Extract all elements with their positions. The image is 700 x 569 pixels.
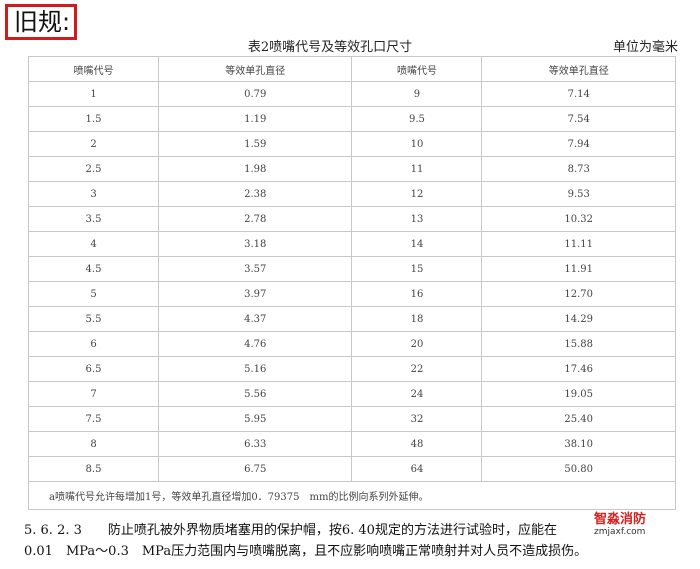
table-cell: 22 bbox=[351, 356, 483, 382]
table-cell: 3.18 bbox=[158, 231, 353, 257]
table-cell: 2.78 bbox=[158, 206, 353, 232]
table-cell: 13 bbox=[351, 206, 483, 232]
table-cell: 6.33 bbox=[158, 431, 353, 457]
table-cell: 3 bbox=[27, 181, 160, 207]
table-cell: 18 bbox=[351, 306, 483, 332]
table-cell: 1.98 bbox=[158, 156, 353, 182]
table-cell: 5 bbox=[27, 281, 160, 307]
table-cell: 5.5 bbox=[27, 306, 160, 332]
table-row: 7 5.56 24 19.05 bbox=[27, 381, 676, 407]
table-cell: 6 bbox=[27, 331, 160, 357]
footnote: a喷嘴代号允许每增加1号，等效单孔直径增加0．79375 mm的比例向系列外延伸… bbox=[28, 481, 676, 510]
table-cell: 7 bbox=[27, 381, 160, 407]
table-row: 1.5 1.19 9.5 7.54 bbox=[27, 106, 676, 132]
table-cell: 1.19 bbox=[158, 106, 353, 132]
table-row: 6.5 5.16 22 17.46 bbox=[27, 356, 676, 382]
table-cell: 25.40 bbox=[481, 406, 676, 432]
table-cell: 10.32 bbox=[481, 206, 676, 232]
table-cell: 17.46 bbox=[481, 356, 676, 382]
unit-note: 单位为毫米 bbox=[612, 40, 678, 55]
table-cell: 12.70 bbox=[481, 281, 676, 307]
label-box: 旧规: bbox=[5, 4, 77, 40]
table-cell: 0.79 bbox=[158, 81, 353, 107]
table-row: 7.5 5.95 32 25.40 bbox=[27, 406, 676, 432]
table-cell: 14 bbox=[351, 231, 483, 257]
table-cell: 7.54 bbox=[481, 106, 676, 132]
table-cell: 3.57 bbox=[158, 256, 353, 282]
table-row: 3.5 2.78 13 10.32 bbox=[27, 206, 676, 232]
table-cell: 9.5 bbox=[351, 106, 483, 132]
nozzle-table: 喷嘴代号 等效单孔直径 喷嘴代号 等效单孔直径 1 0.79 9 7.14 1.5 1.19 9.5… bbox=[27, 56, 676, 510]
table-row: 2.5 1.98 11 8.73 bbox=[27, 156, 676, 182]
table-row: 6 4.76 20 15.88 bbox=[27, 331, 676, 357]
table-cell: 4 bbox=[27, 231, 160, 257]
table-cell: 1.59 bbox=[158, 131, 353, 157]
table-cell: 6.75 bbox=[158, 456, 353, 482]
table-cell: 4.37 bbox=[158, 306, 353, 332]
table-cell: 5.56 bbox=[158, 381, 353, 407]
table-cell: 8.5 bbox=[27, 456, 160, 482]
watermark: 智淼消防 zmjaxf.com bbox=[590, 512, 651, 540]
watermark-site: zmjaxf.com bbox=[594, 527, 646, 537]
table-cell: 6.5 bbox=[27, 356, 160, 382]
table-cell: 5.16 bbox=[158, 356, 353, 382]
table-cell: 1 bbox=[27, 81, 160, 107]
table-cell: 8.73 bbox=[481, 156, 676, 182]
table-row: 8 6.33 48 38.10 bbox=[27, 431, 676, 457]
paragraph-line: 5. 6. 2. 3 防止喷孔被外界物质堵塞用的保护帽，按6. 40规定的方法进… bbox=[24, 523, 557, 538]
table-cell: 7.5 bbox=[27, 406, 160, 432]
table-row: 4 3.18 14 11.11 bbox=[27, 231, 676, 257]
table-cell: 4.5 bbox=[27, 256, 160, 282]
table-cell: 15.88 bbox=[481, 331, 676, 357]
table-cell: 24 bbox=[351, 381, 483, 407]
table-row: 4.5 3.57 15 11.91 bbox=[27, 256, 676, 282]
table-cell: 7.14 bbox=[481, 81, 676, 107]
table-cell: 16 bbox=[351, 281, 483, 307]
table-cell: 4.76 bbox=[158, 331, 353, 357]
table-cell: 2.5 bbox=[27, 156, 160, 182]
watermark-name: 智淼消防 bbox=[594, 512, 647, 527]
table-cell: 20 bbox=[351, 331, 483, 357]
table-row: 8.5 6.75 64 50.80 bbox=[27, 456, 676, 482]
table-title: 表2喷嘴代号及等效孔口尺寸 bbox=[247, 40, 413, 55]
table-cell: 5.95 bbox=[158, 406, 353, 432]
column-header: 等效单孔直径 bbox=[158, 56, 353, 82]
table-cell: 2.38 bbox=[158, 181, 353, 207]
table-row: 5.5 4.37 18 14.29 bbox=[27, 306, 676, 332]
table-row: 3 2.38 12 9.53 bbox=[27, 181, 676, 207]
header-row: 喷嘴代号 等效单孔直径 喷嘴代号 等效单孔直径 bbox=[27, 56, 676, 82]
table-cell: 11.11 bbox=[481, 231, 676, 257]
table-cell: 3.5 bbox=[27, 206, 160, 232]
table-cell: 64 bbox=[351, 456, 483, 482]
table-cell: 50.80 bbox=[481, 456, 676, 482]
table-cell: 2 bbox=[27, 131, 160, 157]
table-cell: 1.5 bbox=[27, 106, 160, 132]
footnote-row: a喷嘴代号允许每增加1号，等效单孔直径增加0．79375 mm的比例向系列外延伸… bbox=[28, 481, 676, 510]
table-cell: 12 bbox=[351, 181, 483, 207]
table-cell: 3.97 bbox=[158, 281, 353, 307]
table-cell: 15 bbox=[351, 256, 483, 282]
column-header: 喷嘴代号 bbox=[27, 56, 160, 82]
table-cell: 9.53 bbox=[481, 181, 676, 207]
table-cell: 8 bbox=[27, 431, 160, 457]
table-cell: 14.29 bbox=[481, 306, 676, 332]
table-row: 5 3.97 16 12.70 bbox=[27, 281, 676, 307]
table-cell: 32 bbox=[351, 406, 483, 432]
table-cell: 48 bbox=[351, 431, 483, 457]
column-header: 等效单孔直径 bbox=[481, 56, 676, 82]
table-cell: 38.10 bbox=[481, 431, 676, 457]
table-cell: 11.91 bbox=[481, 256, 676, 282]
table-row: 1 0.79 9 7.14 bbox=[27, 81, 676, 107]
table-row: 2 1.59 10 7.94 bbox=[27, 131, 676, 157]
table-cell: 11 bbox=[351, 156, 483, 182]
table-cell: 7.94 bbox=[481, 131, 676, 157]
table-cell: 10 bbox=[351, 131, 483, 157]
column-header: 喷嘴代号 bbox=[351, 56, 483, 82]
table-cell: 9 bbox=[351, 81, 483, 107]
table-cell: 19.05 bbox=[481, 381, 676, 407]
paragraph-line: 0.01 MPa～0.3 MPa压力范围内与喷嘴脱离，且不应影响喷嘴正常喷射并对… bbox=[24, 544, 588, 559]
